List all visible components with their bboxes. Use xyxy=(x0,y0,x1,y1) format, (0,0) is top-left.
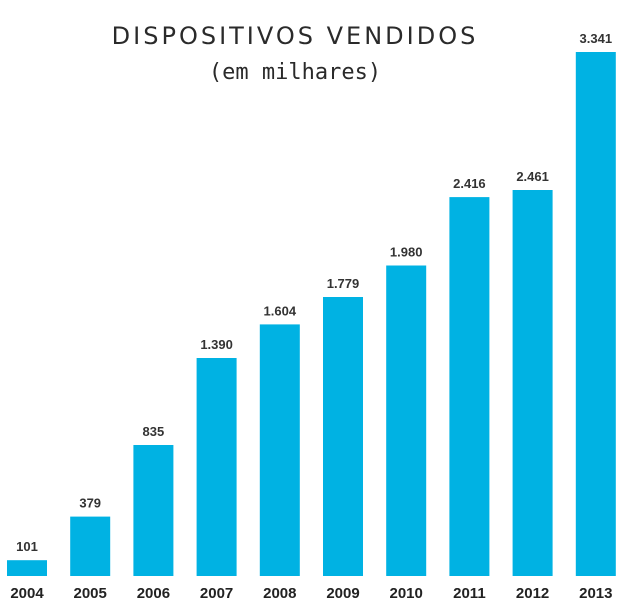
data-label-2013: 3.341 xyxy=(580,31,613,46)
data-label-2004: 101 xyxy=(16,539,38,554)
data-label-2011: 2.416 xyxy=(453,176,486,191)
x-tick-label-2009: 2009 xyxy=(326,585,359,602)
x-tick-label-2006: 2006 xyxy=(137,585,170,602)
x-tick-label-2011: 2011 xyxy=(453,585,486,602)
chart-title: DISPOSITIVOS VENDIDOS xyxy=(111,22,479,50)
bar-2010 xyxy=(386,265,427,576)
bar-2012 xyxy=(512,190,553,576)
bar-2005 xyxy=(70,516,111,576)
data-label-2008: 1.604 xyxy=(264,303,297,318)
bar-2009 xyxy=(323,297,363,576)
x-tick-label-2004: 2004 xyxy=(10,585,44,602)
bar-2011 xyxy=(449,197,490,576)
data-label-2006: 835 xyxy=(143,424,165,439)
bar-2007 xyxy=(196,358,237,576)
data-label-2007: 1.390 xyxy=(200,337,233,352)
x-tick-label-2007: 2007 xyxy=(200,585,233,602)
x-tick-label-2005: 2005 xyxy=(74,585,107,602)
x-tick-label-2008: 2008 xyxy=(263,585,296,602)
bar-2006 xyxy=(133,445,174,576)
bar-2008 xyxy=(259,324,300,576)
x-tick-label-2010: 2010 xyxy=(390,585,423,602)
data-label-2005: 379 xyxy=(79,496,101,511)
bar-2004 xyxy=(7,560,47,576)
x-tick-label-2013: 2013 xyxy=(579,585,612,602)
data-label-2010: 1.980 xyxy=(390,245,423,260)
chart-subtitle: (em milhares) xyxy=(208,60,382,85)
x-tick-label-2012: 2012 xyxy=(516,585,549,602)
data-label-2012: 2.461 xyxy=(516,169,549,184)
data-label-2009: 1.779 xyxy=(327,276,360,291)
bar-2013 xyxy=(575,52,616,576)
